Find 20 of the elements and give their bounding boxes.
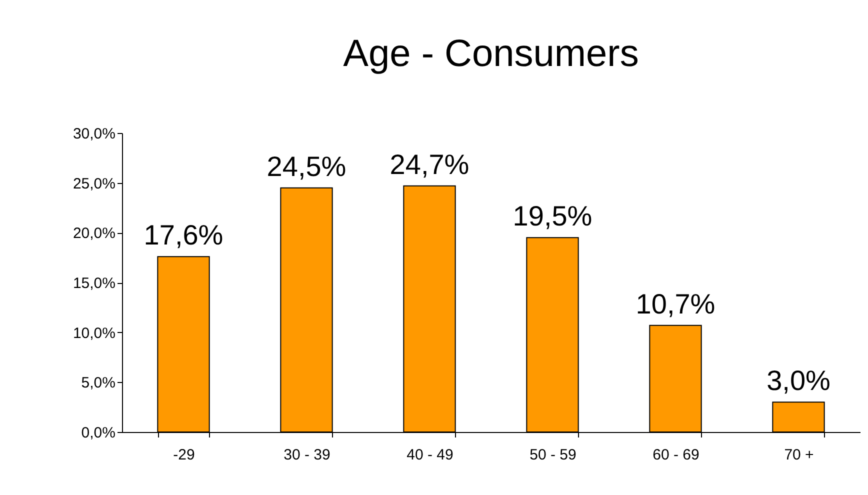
y-tick-label: 25,0%	[72, 175, 116, 192]
data-label: 3,0%	[766, 365, 830, 396]
data-label: 19,5%	[512, 200, 592, 232]
y-tick-label: 0,0%	[81, 424, 116, 442]
y-tick-label: 20,0%	[72, 225, 116, 242]
x-tick-label: 70 +	[784, 446, 814, 464]
y-tick-label: 5,0%	[81, 374, 116, 392]
chart-title: Age - Consumers	[343, 33, 639, 75]
data-label: 10,7%	[636, 288, 716, 320]
data-label: 24,5%	[266, 150, 346, 182]
x-tick-label: 50 - 59	[530, 446, 576, 464]
data-label: 24,7%	[390, 148, 470, 180]
y-tick-label: 30,0%	[72, 126, 116, 142]
x-tick-label: 40 - 49	[406, 446, 454, 464]
y-tick-label: 10,0%	[72, 324, 116, 342]
data-label: 17,6%	[144, 220, 224, 251]
y-tick-label: 15,0%	[72, 275, 116, 292]
x-tick-label: 60 - 69	[652, 446, 700, 464]
x-tick-label: 30 - 39	[284, 446, 330, 464]
x-tick-label: -29	[173, 446, 195, 464]
